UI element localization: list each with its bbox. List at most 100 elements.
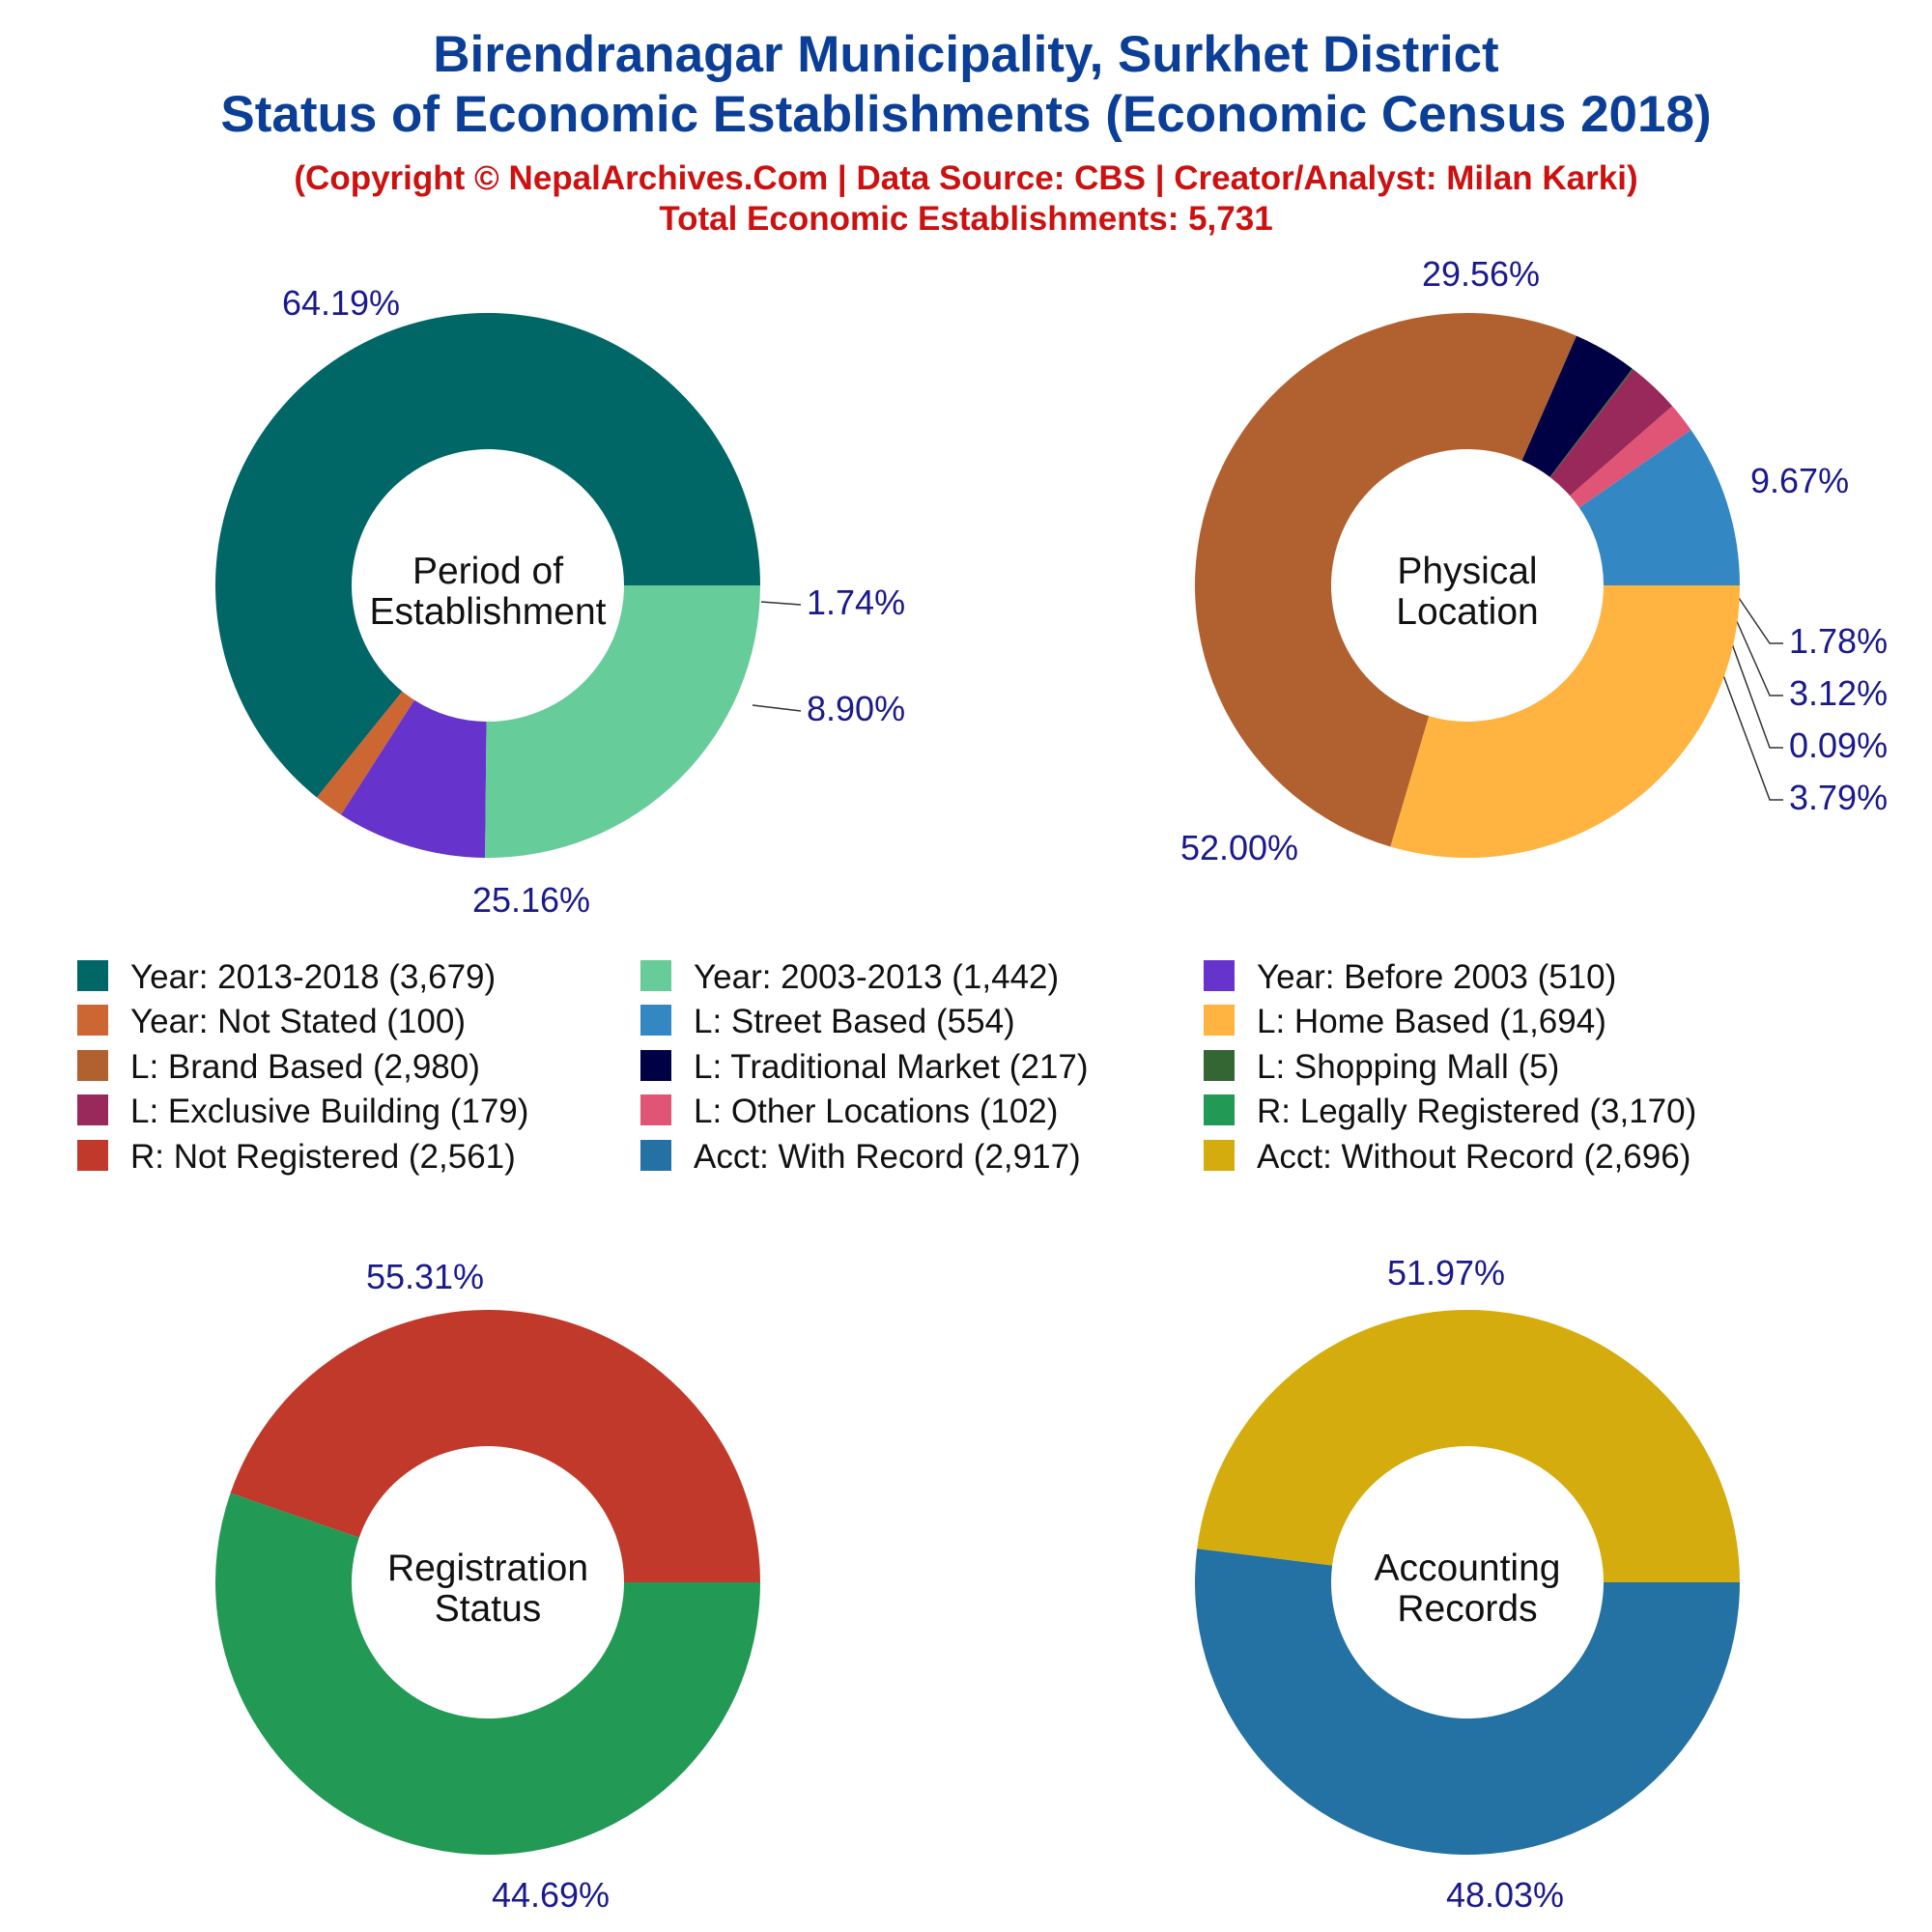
legend-label: Acct: Without Record (2,696): [1257, 1138, 1690, 1176]
leader-line-l-shopping-mall: [1729, 638, 1783, 749]
pct-label-year-2003-2013: 25.16%: [472, 880, 590, 920]
legend-swatch: [1204, 1005, 1235, 1036]
pct-label-acct-with-record: 51.97%: [1387, 1253, 1505, 1293]
pct-label-l-shopping-mall: 0.09%: [1789, 725, 1888, 765]
legend-item-year-before-2003-510: Year: Before 2003 (510): [1204, 958, 1616, 996]
legend-label: L: Home Based (1,694): [1257, 1003, 1606, 1040]
donut-chart-period-of-establishment: 64.19% 1.74% 8.90% 25.16% Period ofEstablish…: [214, 283, 905, 920]
center-label-line: Location: [1396, 591, 1538, 633]
slice-year-not-stated: [316, 691, 414, 815]
legend: Year: 2013-2018 (3,679) Year: 2003-2013 (…: [77, 958, 1696, 1176]
pct-label-year-2013-2018: 64.19%: [282, 283, 400, 323]
center-label-line: Accounting: [1375, 1548, 1561, 1589]
legend-item-year-2013-2018-3-679: Year: 2013-2018 (3,679): [77, 958, 496, 996]
legend-swatch: [640, 1050, 671, 1081]
legend-label: L: Street Based (554): [694, 1003, 1015, 1040]
legend-label: L: Traditional Market (217): [694, 1048, 1089, 1086]
donut-chart-physical-location: 9.67% 1.78% 3.12% 0.09% 3.79% 52.00% 29.56% Phy…: [1180, 254, 1888, 867]
legend-label: Year: 2003-2013 (1,442): [694, 958, 1059, 996]
legend-swatch: [77, 1050, 108, 1081]
pct-label-r-legally-registered: 55.31%: [366, 1257, 484, 1296]
pct-label-l-street-based: 9.67%: [1750, 461, 1849, 500]
leader-line-l-exclusive-building: [1735, 618, 1783, 696]
legend-swatch: [1204, 1094, 1235, 1125]
legend-item-l-exclusive-building-179: L: Exclusive Building (179): [77, 1093, 528, 1130]
pct-label-l-traditional-market: 3.79%: [1789, 778, 1888, 817]
slice-r-not-registered: [230, 1310, 760, 1582]
leader-line-l-traditional-market: [1719, 667, 1783, 801]
legend-item-l-traditional-market-217: L: Traditional Market (217): [640, 1048, 1089, 1086]
donut-charts-group: 64.19% 1.74% 8.90% 25.16% Period ofEstablish…: [214, 254, 1888, 1915]
legend-swatch: [1204, 1050, 1235, 1081]
chart-subtitle-total: Total Economic Establishments: 5,731: [659, 200, 1272, 238]
legend-swatch: [640, 1094, 671, 1125]
legend-swatch: [1204, 960, 1235, 991]
legend-item-r-not-registered-2-561: R: Not Registered (2,561): [77, 1138, 516, 1176]
legend-item-r-legally-registered-3-170: R: Legally Registered (3,170): [1204, 1093, 1696, 1130]
legend-label: R: Legally Registered (3,170): [1257, 1093, 1696, 1130]
center-label-line: Registration: [387, 1548, 588, 1589]
legend-item-acct-with-record-2-917: Acct: With Record (2,917): [640, 1138, 1081, 1176]
legend-swatch: [640, 1005, 671, 1036]
center-label-line: Physical: [1397, 551, 1537, 592]
legend-label: Acct: With Record (2,917): [694, 1138, 1081, 1176]
pct-label-year-not-stated: 1.74%: [807, 582, 905, 622]
legend-swatch: [640, 960, 671, 991]
slice-year-2013-2018: [214, 312, 760, 798]
legend-label: Year: 2013-2018 (3,679): [130, 958, 496, 996]
leader-line-year-before-2003: [752, 704, 802, 712]
legend-swatch: [77, 1094, 108, 1125]
pct-label-l-brand-based: 52.00%: [1180, 828, 1298, 867]
center-label-line: Establishment: [370, 591, 607, 633]
slice-acct-with-record: [1195, 1548, 1740, 1855]
slice-l-exclusive-building: [1549, 369, 1673, 497]
pct-label-l-other-locations: 1.78%: [1789, 621, 1888, 661]
slice-acct-without-record: [1197, 1310, 1740, 1582]
legend-item-l-brand-based-2-980: L: Brand Based (2,980): [77, 1048, 480, 1086]
center-label-line: Period of: [412, 551, 563, 592]
legend-item-l-home-based-1-694: L: Home Based (1,694): [1204, 1003, 1606, 1040]
slice-l-home-based: [1390, 585, 1740, 858]
slice-l-brand-based: [1194, 312, 1577, 847]
center-label-line: Records: [1397, 1588, 1537, 1630]
slice-l-other-locations: [1570, 406, 1691, 508]
slice-year-2003-2013: [485, 585, 760, 858]
legend-swatch: [77, 960, 108, 991]
slice-l-street-based: [1578, 430, 1740, 585]
chart-subtitle-copyright: (Copyright © NepalArchives.Com | Data So…: [294, 159, 1637, 197]
legend-swatch: [1204, 1140, 1235, 1171]
chart-title-line-2: Status of Economic Establishments (Econo…: [220, 86, 1711, 143]
leader-line-l-other-locations: [1738, 597, 1783, 644]
legend-item-l-street-based-554: L: Street Based (554): [640, 1003, 1015, 1040]
legend-item-l-shopping-mall-5: L: Shopping Mall (5): [1204, 1048, 1559, 1086]
chart-title-line-1: Birendranagar Municipality, Surkhet Dist…: [433, 26, 1498, 83]
legend-label: L: Shopping Mall (5): [1257, 1048, 1559, 1086]
slice-l-shopping-mall: [1549, 368, 1634, 478]
pct-label-l-exclusive-building: 3.12%: [1789, 673, 1888, 713]
slice-r-legally-registered: [214, 1492, 760, 1856]
pct-label-year-before-2003: 8.90%: [807, 689, 905, 728]
legend-item-year-2003-2013-1-442: Year: 2003-2013 (1,442): [640, 958, 1059, 996]
slice-l-traditional-market: [1521, 335, 1633, 477]
legend-item-year-not-stated-100: Year: Not Stated (100): [77, 1003, 466, 1040]
legend-swatch: [77, 1140, 108, 1171]
pct-label-l-home-based: 29.56%: [1422, 254, 1540, 294]
legend-label: L: Exclusive Building (179): [130, 1093, 528, 1130]
legend-swatch: [640, 1140, 671, 1171]
center-label-line: Status: [435, 1588, 542, 1630]
legend-label: L: Other Locations (102): [694, 1093, 1058, 1130]
legend-swatch: [77, 1005, 108, 1036]
leader-line-year-not-stated: [760, 601, 802, 606]
legend-label: Year: Before 2003 (510): [1257, 958, 1616, 996]
pct-label-r-not-registered: 44.69%: [492, 1875, 610, 1915]
slice-year-before-2003: [340, 699, 487, 858]
legend-item-l-other-locations-102: L: Other Locations (102): [640, 1093, 1058, 1130]
legend-label: R: Not Registered (2,561): [130, 1138, 516, 1176]
legend-label: L: Brand Based (2,980): [130, 1048, 480, 1086]
legend-item-acct-without-record-2-696: Acct: Without Record (2,696): [1204, 1138, 1690, 1176]
pct-label-acct-without-record: 48.03%: [1446, 1875, 1564, 1915]
legend-label: Year: Not Stated (100): [130, 1003, 466, 1040]
